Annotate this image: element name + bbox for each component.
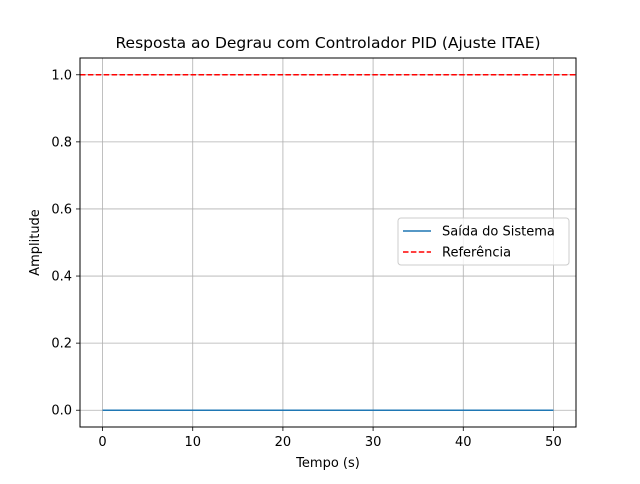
x-tick-label: 20 xyxy=(275,435,292,450)
y-tick-label: 0.6 xyxy=(51,202,72,217)
x-tick-label: 30 xyxy=(365,435,382,450)
x-tick-label: 10 xyxy=(184,435,201,450)
y-axis-label: Amplitude xyxy=(28,209,43,276)
y-tick-label: 0.0 xyxy=(51,404,72,419)
legend: Saída do Sistema Referência xyxy=(397,217,570,266)
x-axis-label: Tempo (s) xyxy=(295,456,360,471)
y-tick-label: 0.4 xyxy=(51,270,72,285)
legend-box xyxy=(397,217,570,266)
chart-title: Resposta ao Degrau com Controlador PID (… xyxy=(115,34,540,52)
x-tick-label: 40 xyxy=(455,435,472,450)
legend-label-system-output: Saída do Sistema xyxy=(442,225,555,240)
y-tick-label: 0.2 xyxy=(51,337,72,352)
grid-layer xyxy=(80,58,576,427)
y-tick-label: 0.8 xyxy=(51,135,72,150)
y-tick-label: 1.0 xyxy=(51,68,72,83)
plot-frame xyxy=(79,57,577,428)
legend-label-reference: Referência xyxy=(442,246,511,261)
x-tick-label: 0 xyxy=(98,435,106,450)
ticks-layer: 0 10 20 30 40 50 0.0 0.2 0.4 0.6 0.8 1.0 xyxy=(51,68,561,450)
x-tick-label: 50 xyxy=(545,435,562,450)
series-layer xyxy=(80,74,576,411)
